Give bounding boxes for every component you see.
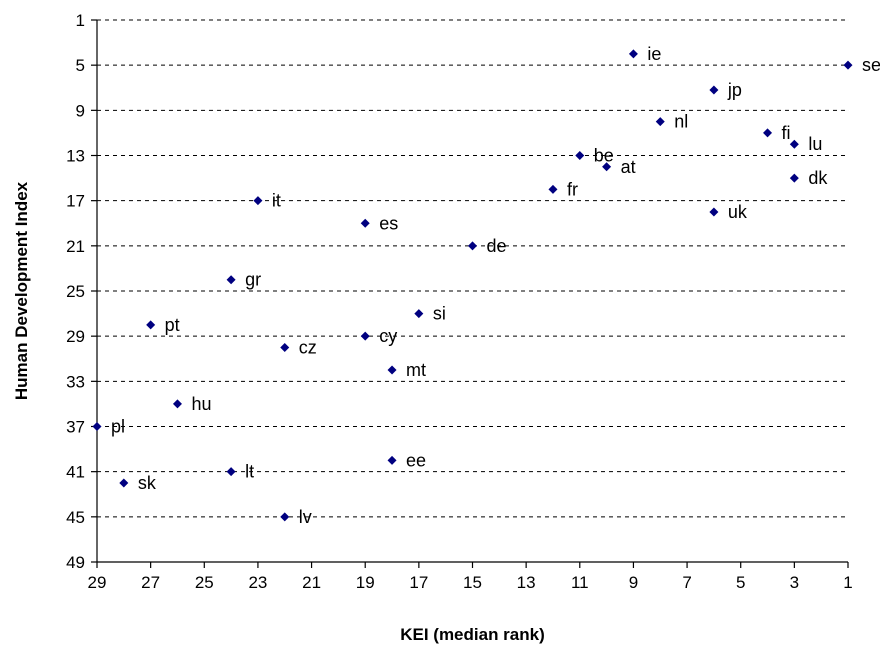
- point-label-gr: gr: [245, 270, 261, 290]
- point-label-si: si: [433, 304, 446, 324]
- x-tick-label: 1: [843, 573, 852, 592]
- y-tick-label: 21: [66, 237, 85, 256]
- point-label-uk: uk: [728, 202, 748, 222]
- y-tick-label: 5: [76, 56, 85, 75]
- data-point-mt: [388, 366, 397, 375]
- data-point-cy: [361, 332, 370, 341]
- x-tick-label: 5: [736, 573, 745, 592]
- data-point-lu: [790, 140, 799, 149]
- data-point-de: [468, 241, 477, 250]
- y-tick-label: 17: [66, 192, 85, 211]
- point-label-it: it: [272, 191, 281, 211]
- data-point-uk: [709, 207, 718, 216]
- point-label-dk: dk: [808, 168, 828, 188]
- x-tick-label: 11: [571, 573, 589, 592]
- point-label-be: be: [594, 146, 614, 166]
- data-point-be: [575, 151, 584, 160]
- point-label-fr: fr: [567, 179, 578, 199]
- point-label-ie: ie: [647, 44, 661, 64]
- y-tick-label: 49: [66, 553, 85, 572]
- data-point-gr: [227, 275, 236, 284]
- point-label-de: de: [487, 236, 507, 256]
- data-point-se: [844, 61, 853, 70]
- data-point-pt: [146, 320, 155, 329]
- point-label-pl: pl: [111, 417, 125, 437]
- x-tick-label: 17: [409, 573, 428, 592]
- data-point-pl: [93, 422, 102, 431]
- data-point-lt: [227, 467, 236, 476]
- x-tick-label: 3: [790, 573, 799, 592]
- point-label-cz: cz: [299, 337, 317, 357]
- x-tick-label: 27: [141, 573, 160, 592]
- point-label-pt: pt: [165, 315, 180, 335]
- y-tick-label: 45: [66, 508, 85, 527]
- point-label-lv: lv: [299, 507, 312, 527]
- point-label-sk: sk: [138, 473, 157, 493]
- y-axis-title: Human Development Index: [12, 181, 31, 400]
- point-label-ee: ee: [406, 450, 426, 470]
- data-point-ee: [388, 456, 397, 465]
- data-point-ie: [629, 49, 638, 58]
- point-label-at: at: [621, 157, 636, 177]
- x-tick-label: 9: [629, 573, 638, 592]
- y-tick-label: 33: [66, 372, 85, 391]
- x-tick-label: 25: [195, 573, 214, 592]
- data-point-es: [361, 219, 370, 228]
- data-point-sk: [119, 478, 128, 487]
- data-point-jp: [709, 86, 718, 95]
- x-tick-label: 21: [302, 573, 321, 592]
- point-label-mt: mt: [406, 360, 426, 380]
- x-tick-label: 29: [88, 573, 107, 592]
- point-label-jp: jp: [727, 80, 742, 100]
- point-label-se: se: [862, 55, 880, 75]
- data-point-si: [414, 309, 423, 318]
- data-point-lv: [280, 512, 289, 521]
- x-tick-label: 15: [463, 573, 482, 592]
- point-label-nl: nl: [674, 112, 688, 132]
- x-tick-label: 7: [682, 573, 691, 592]
- x-tick-label: 23: [248, 573, 267, 592]
- data-point-it: [253, 196, 262, 205]
- data-point-fi: [763, 128, 772, 137]
- point-label-fi: fi: [782, 123, 791, 143]
- point-label-cy: cy: [379, 326, 397, 346]
- x-axis-title: KEI (median rank): [400, 625, 545, 644]
- data-point-dk: [790, 174, 799, 183]
- data-point-fr: [548, 185, 557, 194]
- y-tick-label: 9: [76, 101, 85, 120]
- y-tick-label: 25: [66, 282, 85, 301]
- data-point-hu: [173, 399, 182, 408]
- point-label-hu: hu: [191, 394, 211, 414]
- y-tick-label: 13: [66, 147, 85, 166]
- y-tick-label: 37: [66, 418, 85, 437]
- data-point-cz: [280, 343, 289, 352]
- x-tick-label: 19: [356, 573, 375, 592]
- x-tick-label: 13: [517, 573, 536, 592]
- data-point-nl: [656, 117, 665, 126]
- y-tick-label: 1: [76, 11, 85, 30]
- y-tick-label: 41: [66, 463, 85, 482]
- y-tick-label: 29: [66, 327, 85, 346]
- point-label-lt: lt: [245, 462, 254, 482]
- point-label-es: es: [379, 213, 398, 233]
- point-label-lu: lu: [808, 134, 822, 154]
